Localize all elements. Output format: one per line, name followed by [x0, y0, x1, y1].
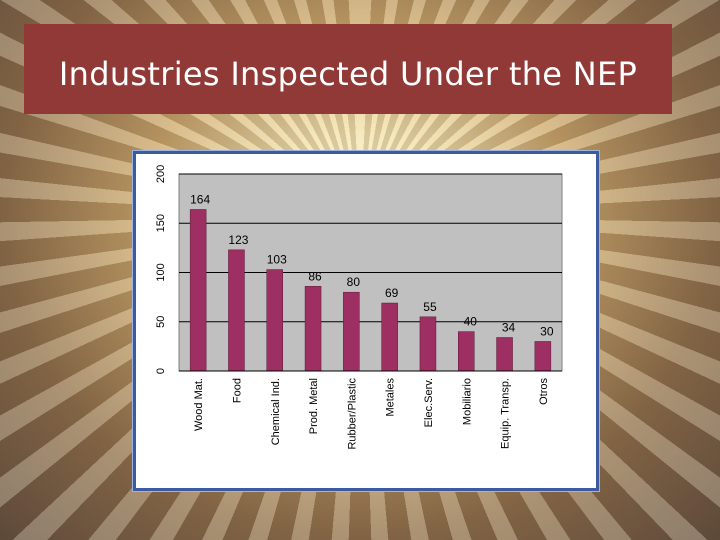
- category-label: Prod. Metal: [308, 378, 320, 434]
- y-tick-label: 50: [155, 316, 167, 328]
- bar: [343, 291, 360, 372]
- data-label: 86: [308, 269, 322, 283]
- bar-chart: 0 50 100 150 200 164 Wood Mat. 123 Food 103 Chemic…: [155, 165, 563, 450]
- data-label: 55: [423, 300, 437, 314]
- bar: [189, 209, 207, 372]
- y-tick-label: 100: [155, 263, 167, 281]
- category-label: Elec.Serv.: [423, 378, 435, 427]
- data-label: 30: [540, 324, 554, 338]
- data-label: 40: [464, 315, 478, 329]
- data-label: 69: [385, 286, 399, 300]
- bar: [228, 249, 245, 372]
- category-label: Equip. Transp.: [500, 378, 512, 449]
- category-label: Chemical Ind.: [270, 378, 282, 445]
- title-banner: Industries Inspected Under the NEP: [24, 24, 672, 114]
- data-label: 164: [190, 192, 210, 206]
- category-label: Wood Mat.: [193, 378, 205, 431]
- category-label: Food: [231, 378, 243, 403]
- bar: [534, 341, 552, 372]
- category-label: Rubber/Plastic: [346, 378, 358, 450]
- bar: [458, 331, 475, 372]
- bar: [381, 302, 398, 372]
- data-label: 103: [267, 253, 287, 267]
- page-title: Industries Inspected Under the NEP: [58, 55, 638, 93]
- data-label: 34: [502, 321, 516, 335]
- y-tick-label: 200: [155, 165, 167, 183]
- y-tick-label: 0: [155, 368, 167, 374]
- data-label: 123: [228, 233, 248, 247]
- bar: [266, 269, 283, 372]
- bar: [496, 337, 513, 372]
- category-label: Mobiliario: [461, 378, 473, 425]
- category-label: Otros: [538, 378, 550, 405]
- data-label: 80: [347, 275, 361, 289]
- bar: [419, 316, 437, 372]
- bar: [304, 286, 322, 372]
- category-label: Metales: [385, 378, 397, 417]
- chart-frame: 0 50 100 150 200 164 Wood Mat. 123 Food 103 Chemic…: [133, 151, 599, 491]
- y-tick-label: 150: [155, 214, 167, 232]
